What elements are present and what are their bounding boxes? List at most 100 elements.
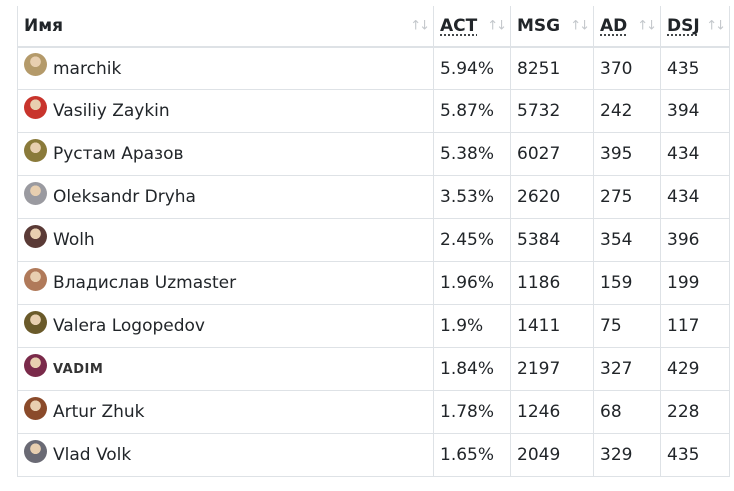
dsj-cell: 434 (660, 132, 730, 176)
ad-cell: 329 (593, 433, 661, 477)
username: Artur Zhuk (53, 402, 145, 422)
stats-table: Имя ↑↓ ACT ↑↓ MSG ↑↓ AD ↑↓ DSJ ↑↓ marchik 5.94% 825… (17, 6, 730, 477)
name-cell: VADIM (17, 347, 434, 391)
name-cell: Vasiliy Zaykin (17, 89, 434, 133)
column-header-act[interactable]: ACT ↑↓ (433, 6, 511, 48)
username: Vasiliy Zaykin (53, 101, 170, 121)
avatar (24, 53, 47, 76)
msg-cell: 2197 (510, 347, 594, 391)
avatar (24, 181, 47, 205)
username: Oleksandr Dryha (53, 187, 196, 207)
dsj-cell: 434 (660, 175, 730, 219)
dsj-cell: 396 (660, 218, 730, 262)
avatar (24, 95, 47, 119)
avatar (24, 138, 47, 162)
username: marchik (53, 58, 122, 79)
column-header-label: DSJ (667, 16, 700, 36)
sort-arrows-icon[interactable]: ↑↓ (487, 18, 507, 34)
table-row: Oleksandr Dryha 3.53% 2620 275 434 (17, 175, 730, 219)
avatar (24, 353, 47, 377)
ad-cell: 75 (593, 304, 661, 348)
msg-cell: 1186 (510, 261, 594, 305)
table-row: Valera Logopedov 1.9% 1411 75 117 (17, 304, 730, 348)
avatar (24, 224, 47, 248)
msg-cell: 1411 (510, 304, 594, 348)
ad-cell: 242 (593, 89, 661, 133)
username: Wolh (53, 230, 95, 250)
msg-cell: 5384 (510, 218, 594, 262)
dsj-cell: 199 (660, 261, 730, 305)
column-header-label: ACT (440, 16, 478, 36)
avatar (24, 439, 47, 463)
msg-cell: 6027 (510, 132, 594, 176)
column-header-ad[interactable]: AD ↑↓ (593, 6, 661, 48)
msg-cell: 8251 (510, 46, 594, 90)
msg-cell: 1246 (510, 390, 594, 434)
act-cell: 3.53% (433, 175, 511, 219)
username: Рустам Аразов (53, 144, 184, 164)
act-cell: 1.78% (433, 390, 511, 434)
act-cell: 1.96% (433, 261, 511, 305)
act-cell: 5.87% (433, 89, 511, 133)
table-row: Wolh 2.45% 5384 354 396 (17, 218, 730, 262)
avatar (24, 310, 47, 334)
act-cell: 1.9% (433, 304, 511, 348)
column-header-label: Имя (24, 16, 64, 36)
dsj-cell: 117 (660, 304, 730, 348)
column-header-label: MSG (517, 16, 561, 36)
name-cell: Valera Logopedov (17, 304, 434, 348)
username: Владислав Uzmaster (53, 273, 237, 293)
msg-cell: 2620 (510, 175, 594, 219)
ad-cell: 354 (593, 218, 661, 262)
column-header-label: AD (600, 16, 628, 36)
ad-cell: 159 (593, 261, 661, 305)
sort-arrows-icon[interactable]: ↑↓ (637, 18, 657, 34)
ad-cell: 327 (593, 347, 661, 391)
name-cell: Vlad Volk (17, 433, 434, 477)
table-body: marchik 5.94% 8251 370 435 Vasiliy Zaykin 5.87… (17, 46, 730, 477)
dsj-cell: 435 (660, 433, 730, 477)
username: Vlad Volk (53, 445, 132, 465)
table-header: Имя ↑↓ ACT ↑↓ MSG ↑↓ AD ↑↓ DSJ ↑↓ (17, 6, 730, 48)
table-row: Владислав Uzmaster 1.96% 1186 159 199 (17, 261, 730, 305)
column-header-dsj[interactable]: DSJ ↑↓ (660, 6, 730, 48)
ad-cell: 370 (593, 46, 661, 90)
username: Valera Logopedov (53, 316, 205, 336)
table-row: Vasiliy Zaykin 5.87% 5732 242 394 (17, 89, 730, 133)
ad-cell: 395 (593, 132, 661, 176)
table-row: Рустам Аразов 5.38% 6027 395 434 (17, 132, 730, 176)
username: VADIM (53, 361, 104, 377)
column-header-name[interactable]: Имя ↑↓ (17, 6, 434, 48)
header-row: Имя ↑↓ ACT ↑↓ MSG ↑↓ AD ↑↓ DSJ ↑↓ (17, 6, 730, 48)
ad-cell: 68 (593, 390, 661, 434)
avatar (24, 396, 47, 420)
act-cell: 2.45% (433, 218, 511, 262)
msg-cell: 2049 (510, 433, 594, 477)
table-row: marchik 5.94% 8251 370 435 (17, 46, 730, 90)
name-cell: Рустам Аразов (17, 132, 434, 176)
stats-table-container: Имя ↑↓ ACT ↑↓ MSG ↑↓ AD ↑↓ DSJ ↑↓ marchik 5.94% 825… (17, 6, 730, 477)
sort-arrows-icon[interactable]: ↑↓ (410, 18, 430, 34)
act-cell: 1.65% (433, 433, 511, 477)
avatar (24, 267, 47, 291)
act-cell: 5.38% (433, 132, 511, 176)
name-cell: Artur Zhuk (17, 390, 434, 434)
ad-cell: 275 (593, 175, 661, 219)
act-cell: 5.94% (433, 46, 511, 90)
dsj-cell: 435 (660, 46, 730, 90)
name-cell: Oleksandr Dryha (17, 175, 434, 219)
sort-arrows-icon[interactable]: ↑↓ (570, 18, 590, 34)
table-row: Vlad Volk 1.65% 2049 329 435 (17, 433, 730, 477)
name-cell: Владислав Uzmaster (17, 261, 434, 305)
name-cell: marchik (17, 46, 434, 90)
column-header-msg[interactable]: MSG ↑↓ (510, 6, 594, 48)
dsj-cell: 228 (660, 390, 730, 434)
name-cell: Wolh (17, 218, 434, 262)
table-row: VADIM 1.84% 2197 327 429 (17, 347, 730, 391)
act-cell: 1.84% (433, 347, 511, 391)
sort-arrows-icon[interactable]: ↑↓ (706, 18, 726, 34)
dsj-cell: 429 (660, 347, 730, 391)
table-row: Artur Zhuk 1.78% 1246 68 228 (17, 390, 730, 434)
msg-cell: 5732 (510, 89, 594, 133)
dsj-cell: 394 (660, 89, 730, 133)
